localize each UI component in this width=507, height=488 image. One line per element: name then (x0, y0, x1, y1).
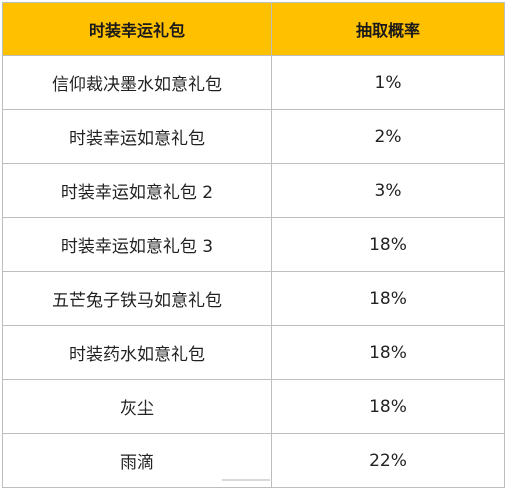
row-item: 五芒兔子铁马如意礼包 (2, 271, 272, 326)
table-row: 时装幸运如意礼包 3 18% (2, 217, 505, 272)
row-item: 雨滴 (2, 433, 272, 488)
row-rate: 1% (271, 55, 505, 110)
row-rate: 18% (271, 379, 505, 434)
table-row: 雨滴 22% (2, 433, 505, 488)
row-item: 信仰裁决墨水如意礼包 (2, 55, 272, 110)
row-rate: 3% (271, 163, 505, 218)
table-header-row: 时装幸运礼包 抽取概率 (2, 2, 505, 56)
bottom-divider (222, 479, 270, 481)
header-item: 时装幸运礼包 (2, 2, 272, 56)
table-row: 时装药水如意礼包 18% (2, 325, 505, 380)
table-row: 时装幸运如意礼包 2 3% (2, 163, 505, 218)
row-item: 时装幸运如意礼包 2 (2, 163, 272, 218)
row-item: 时装幸运如意礼包 (2, 109, 272, 164)
table-row: 信仰裁决墨水如意礼包 1% (2, 55, 505, 110)
row-rate: 18% (271, 217, 505, 272)
row-item: 时装幸运如意礼包 3 (2, 217, 272, 272)
row-rate: 18% (271, 271, 505, 326)
table-row: 五芒兔子铁马如意礼包 18% (2, 271, 505, 326)
row-rate: 18% (271, 325, 505, 380)
table-row: 时装幸运如意礼包 2% (2, 109, 505, 164)
row-rate: 2% (271, 109, 505, 164)
row-item: 时装药水如意礼包 (2, 325, 272, 380)
row-rate: 22% (271, 433, 505, 488)
header-rate: 抽取概率 (271, 2, 505, 56)
row-item: 灰尘 (2, 379, 272, 434)
table-row: 灰尘 18% (2, 379, 505, 434)
